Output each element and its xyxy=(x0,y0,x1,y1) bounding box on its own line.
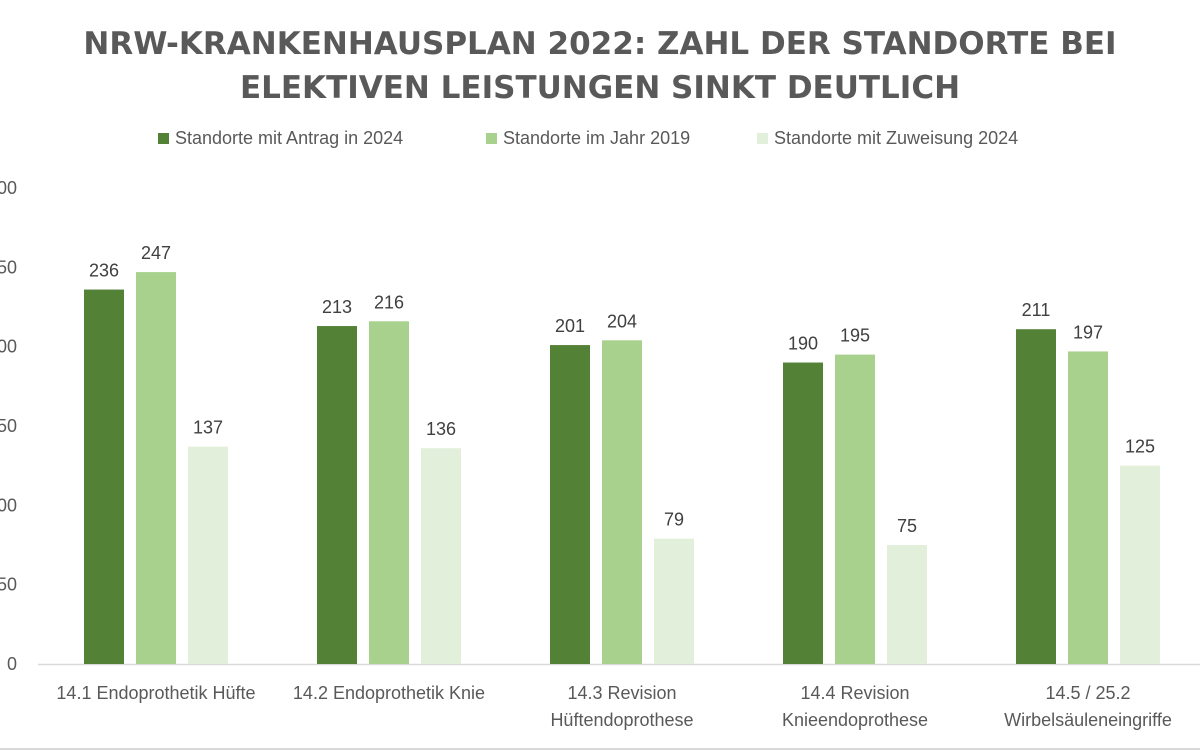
legend-label-zuweisung-2024: Standorte mit Zuweisung 2024 xyxy=(774,128,1019,148)
y-tick-label: 0 xyxy=(7,654,17,674)
x-tick-label: Hüftendoprothese xyxy=(550,710,693,730)
bar xyxy=(654,538,694,664)
bar xyxy=(1120,465,1160,664)
data-label: 204 xyxy=(607,311,637,331)
bar xyxy=(1068,351,1108,664)
chart-title-line-2: ELEKTIVEN LEISTUNGEN SINKT DEUTLICH xyxy=(239,70,961,106)
x-tick-label: 14.3 Revision xyxy=(567,683,676,703)
data-label: 136 xyxy=(426,419,456,439)
y-tick-label: 00 xyxy=(0,178,17,198)
bar xyxy=(369,321,409,664)
bar xyxy=(421,448,461,664)
legend-item-jahr-2019: Standorte im Jahr 2019 xyxy=(486,128,690,149)
y-tick-label: 50 xyxy=(0,257,17,277)
y-tick-label: 50 xyxy=(0,575,17,595)
legend-label-antrag-2024: Standorte mit Antrag in 2024 xyxy=(175,128,404,148)
legend-item-zuweisung-2024: Standorte mit Zuweisung 2024 xyxy=(757,128,1018,149)
bar xyxy=(887,545,927,664)
chart-title-line-1: NRW-KRANKENHAUSPLAN 2022: ZAHL DER STAND… xyxy=(83,26,1117,62)
legend-swatch-antrag-2024 xyxy=(158,133,169,144)
y-tick-label: 50 xyxy=(0,416,17,436)
data-label: 125 xyxy=(1125,437,1155,457)
y-tick-label: 00 xyxy=(0,337,17,357)
bar xyxy=(1016,329,1056,664)
x-tick-label: Knieendoprothese xyxy=(782,710,928,730)
chart-legend: Standorte mit Antrag in 2024 Standorte i… xyxy=(0,128,1200,152)
data-label: 137 xyxy=(193,418,223,438)
legend-swatch-jahr-2019 xyxy=(486,133,497,144)
data-label: 236 xyxy=(89,261,119,281)
x-tick-label: 14.2 Endoprothetik Knie xyxy=(293,683,485,703)
bar xyxy=(602,340,642,664)
data-label: 213 xyxy=(322,297,352,317)
data-label: 247 xyxy=(141,243,171,263)
x-tick-label: 14.5 / 25.2 xyxy=(1045,683,1130,703)
bar xyxy=(550,345,590,664)
data-label: 216 xyxy=(374,292,404,312)
y-tick-label: 00 xyxy=(0,495,17,515)
bar xyxy=(84,289,124,664)
bar xyxy=(136,272,176,664)
data-label: 211 xyxy=(1022,300,1051,320)
legend-item-antrag-2024: Standorte mit Antrag in 2024 xyxy=(158,128,403,149)
bar xyxy=(835,354,875,664)
bar xyxy=(783,362,823,664)
legend-swatch-zuweisung-2024 xyxy=(757,133,768,144)
data-label: 197 xyxy=(1073,322,1103,342)
bar xyxy=(317,326,357,664)
legend-label-jahr-2019: Standorte im Jahr 2019 xyxy=(503,128,691,148)
data-label: 195 xyxy=(840,326,870,346)
data-label: 75 xyxy=(897,516,917,536)
data-label: 201 xyxy=(555,316,585,336)
data-label: 79 xyxy=(664,510,684,530)
x-tick-label: 14.1 Endoprothetik Hüfte xyxy=(56,683,255,703)
x-tick-label: 14.4 Revision xyxy=(800,683,909,703)
x-tick-label: Wirbelsäuleneingriffe xyxy=(1004,710,1172,730)
bar xyxy=(188,446,228,664)
chart-title: NRW-KRANKENHAUSPLAN 2022: ZAHL DER STAND… xyxy=(0,22,1200,110)
data-label: 190 xyxy=(788,334,818,354)
